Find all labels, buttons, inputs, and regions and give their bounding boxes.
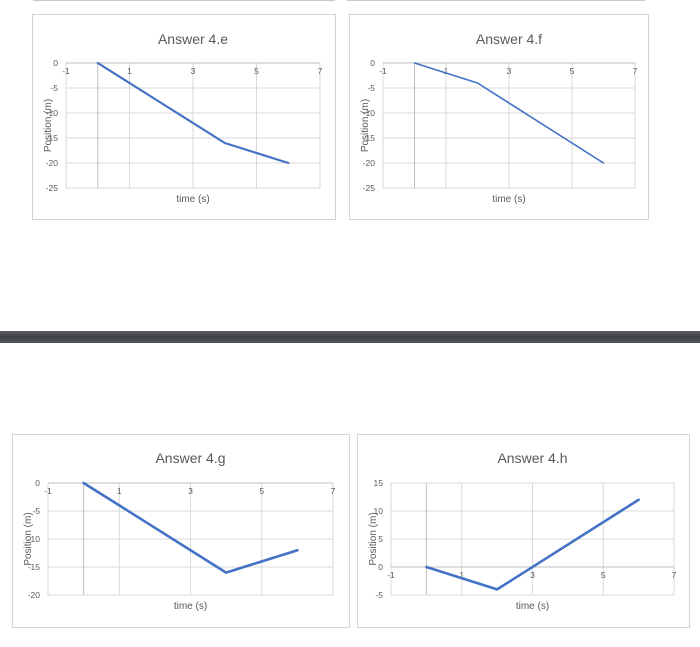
x-tick-label: 1: [459, 570, 464, 580]
y-tick-label: -10: [46, 108, 59, 118]
y-axis-title: Position (m): [360, 99, 371, 152]
x-axis-title: time (s): [492, 194, 525, 205]
series-line: [96, 61, 290, 165]
x-tick-label: -1: [387, 570, 395, 580]
x-tick-label: 7: [633, 66, 638, 76]
chart-svg: 0 -5 -10 -15 -20 -25 -1 1 3 5 7 Answer 4.e time (s) P…: [43, 31, 323, 205]
y-tick-label: 15: [374, 478, 384, 488]
chart-panel-4h: 15 10 5 0 -5 -1 1 3 5 7 Answer 4.h time (s) Position…: [357, 434, 690, 628]
y-tick-label: 5: [378, 534, 383, 544]
y-tick-label: -10: [363, 108, 376, 118]
series-line: [82, 481, 299, 574]
y-tick-label: -10: [28, 534, 41, 544]
x-tick-label: 5: [254, 66, 259, 76]
y-tick-label: -15: [28, 562, 41, 572]
page-divider-bar: [0, 331, 700, 343]
x-tick-label: -1: [379, 66, 387, 76]
y-tick-label: 0: [370, 58, 375, 68]
chart-panel-4g: 0 -5 -10 -15 -20 -1 1 3 5 7 Answer 4.g time (s) Posi…: [12, 434, 350, 628]
y-tick-label: -5: [32, 506, 40, 516]
x-axis-title: time (s): [174, 601, 207, 612]
y-axis-title: Position (m): [23, 512, 34, 565]
x-tick-label: 7: [672, 570, 677, 580]
x-tick-label: 3: [191, 66, 196, 76]
y-tick-label: -15: [363, 133, 376, 143]
x-tick-label: 5: [259, 486, 264, 496]
y-axis-title: Position (m): [43, 99, 54, 152]
top-panel-edge-right: [347, 0, 645, 1]
chart-title: Answer 4.e: [158, 31, 228, 47]
x-tick-label: 3: [530, 570, 535, 580]
x-tick-label: 3: [188, 486, 193, 496]
y-tick-label: 0: [53, 58, 58, 68]
x-tick-label: 7: [331, 486, 336, 496]
chart-title: Answer 4.g: [155, 450, 225, 466]
x-axis-title: time (s): [516, 601, 549, 612]
y-tick-label: -25: [46, 183, 59, 193]
x-tick-label: -1: [44, 486, 52, 496]
x-tick-label: 5: [601, 570, 606, 580]
series-line: [413, 62, 605, 164]
y-tick-label: 0: [35, 478, 40, 488]
chart-svg: 0 -5 -10 -15 -20 -25 -1 1 3 5 7 Answer 4.f time (s) P…: [360, 31, 638, 205]
series-line: [425, 498, 640, 591]
y-tick-label: -5: [50, 83, 58, 93]
y-tick-label: -5: [367, 83, 375, 93]
chart-title: Answer 4.f: [476, 31, 542, 47]
y-tick-label: -20: [28, 590, 41, 600]
y-axis-title: Position (m): [368, 512, 379, 565]
chart-svg: 0 -5 -10 -15 -20 -1 1 3 5 7 Answer 4.g time (s) Posi…: [23, 450, 336, 612]
top-panel-edge-left: [33, 0, 335, 1]
x-tick-label: 7: [318, 66, 323, 76]
x-axis-title: time (s): [176, 194, 209, 205]
x-tick-label: 5: [570, 66, 575, 76]
y-tick-label: -5: [375, 590, 383, 600]
y-tick-label: -15: [46, 133, 59, 143]
y-tick-label: -25: [363, 183, 376, 193]
y-tick-label: 10: [374, 506, 384, 516]
y-tick-label: 0: [378, 562, 383, 572]
x-tick-label: -1: [62, 66, 70, 76]
chart-panel-4e: 0 -5 -10 -15 -20 -25 -1 1 3 5 7 Answer 4.e time (s) P…: [32, 14, 336, 220]
chart-title: Answer 4.h: [497, 450, 567, 466]
x-tick-label: 1: [444, 66, 449, 76]
chart-svg: 15 10 5 0 -5 -1 1 3 5 7 Answer 4.h time (s) Position…: [368, 450, 677, 612]
chart-panel-4f: 0 -5 -10 -15 -20 -25 -1 1 3 5 7 Answer 4.f time (s) P…: [349, 14, 649, 220]
y-tick-label: -20: [363, 158, 376, 168]
x-tick-label: 3: [507, 66, 512, 76]
x-tick-label: 1: [117, 486, 122, 496]
y-tick-label: -20: [46, 158, 59, 168]
x-tick-label: 1: [127, 66, 132, 76]
